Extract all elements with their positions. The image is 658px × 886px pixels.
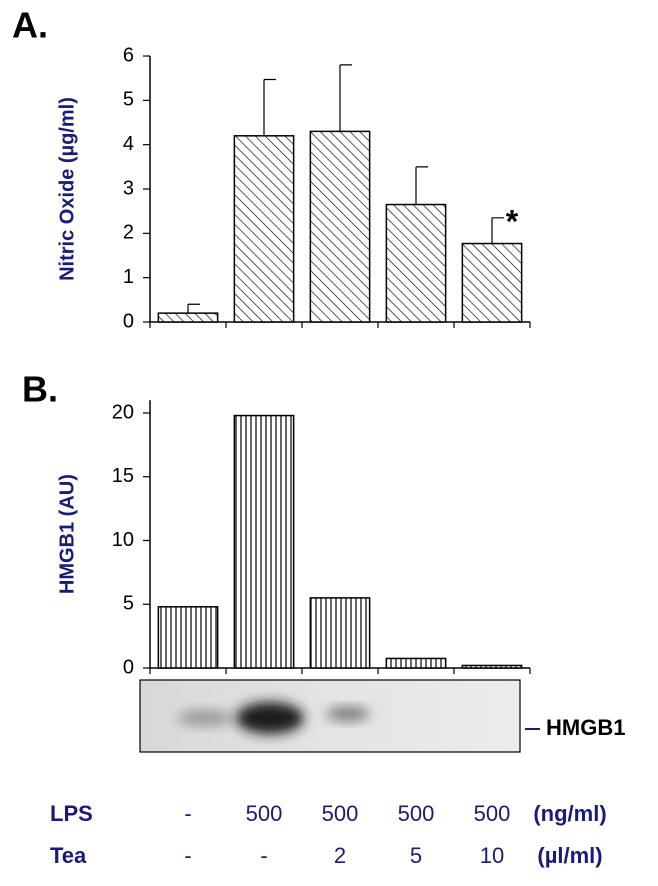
treatment-value: - (184, 801, 191, 826)
error-bar (491, 217, 504, 244)
bar (461, 664, 523, 669)
bar (309, 130, 371, 323)
annotation: * (506, 203, 519, 239)
y-tick-label: 15 (112, 465, 134, 487)
bar (157, 312, 219, 323)
y-tick-label: 0 (123, 310, 134, 332)
y-axis-label: HMGB1 (AU) (56, 474, 78, 594)
treatment-unit: (µl/ml) (537, 843, 602, 868)
y-tick-label: 2 (123, 222, 134, 244)
error-bar (415, 166, 428, 205)
bar (233, 414, 295, 669)
bar (309, 597, 371, 669)
treatment-value: - (260, 843, 267, 868)
y-tick-label: 4 (123, 133, 134, 155)
y-tick-label: 6 (123, 44, 134, 66)
treatment-value: 500 (322, 801, 359, 826)
bar (385, 203, 447, 323)
treatment-value: 500 (398, 801, 435, 826)
treatment-name: LPS (50, 801, 93, 826)
error-bar (187, 303, 200, 314)
panel-label: B. (22, 369, 58, 410)
bar (385, 657, 447, 669)
treatment-value: 2 (334, 843, 346, 868)
y-tick-label: 5 (123, 89, 134, 111)
treatment-value: 5 (410, 843, 422, 868)
panel-label: A. (12, 5, 48, 46)
treatment-unit: (ng/ml) (533, 801, 606, 826)
treatment-value: 10 (480, 843, 504, 868)
error-bar (263, 78, 276, 136)
y-axis-label: Nitric Oxide (µg/ml) (56, 97, 78, 281)
y-tick-label: 0 (123, 656, 134, 678)
y-tick-label: 5 (123, 593, 134, 615)
bar (461, 242, 523, 323)
error-bar (339, 64, 352, 132)
bar (157, 606, 219, 669)
treatment-name: Tea (50, 843, 87, 868)
y-tick-label: 1 (123, 266, 134, 288)
western-blot (139, 679, 540, 753)
treatment-value: 500 (474, 801, 511, 826)
treatment-value: 500 (246, 801, 283, 826)
blot-label: HMGB1 (546, 715, 625, 740)
y-tick-label: 10 (112, 529, 134, 551)
y-tick-label: 20 (112, 401, 134, 423)
treatment-value: - (184, 843, 191, 868)
bar (233, 135, 295, 323)
y-tick-label: 3 (123, 177, 134, 199)
